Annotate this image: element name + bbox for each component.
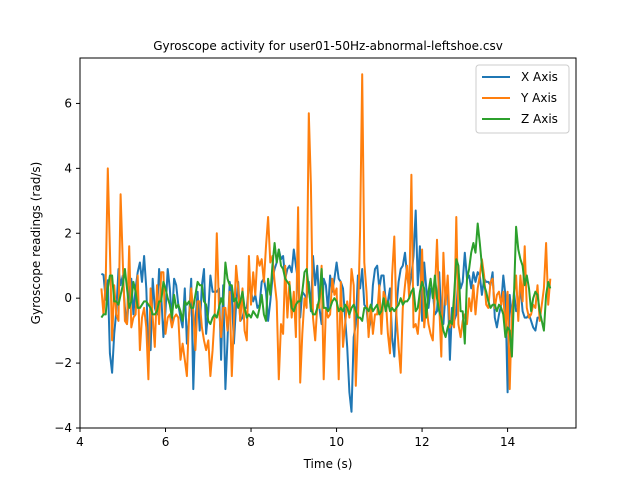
series-line-z-axis	[100, 222, 552, 358]
legend-label: X Axis	[521, 70, 558, 84]
legend-item-y-axis: Y Axis	[482, 91, 557, 105]
ticks-layer: 4 6 8 10 12 14 −4 −2 0 2 4 6	[54, 96, 515, 449]
legend-item-z-axis: Z Axis	[482, 112, 558, 126]
y-tick-label: −4	[54, 421, 72, 435]
x-tick-label: 12	[414, 435, 429, 449]
y-tick-label: 0	[64, 291, 72, 305]
x-tick-label: 14	[500, 435, 515, 449]
legend-label: Y Axis	[520, 91, 557, 105]
y-tick-label: 6	[64, 96, 72, 110]
plot-area-frame	[79, 57, 577, 429]
x-tick-label: 8	[247, 435, 255, 449]
x-tick-label: 4	[76, 435, 84, 449]
y-axis-label: Gyroscope readings (rad/s)	[29, 162, 43, 325]
legend: X Axis Y Axis Z Axis	[475, 64, 570, 134]
x-tick-label: 10	[329, 435, 344, 449]
series-line-x-axis	[100, 209, 540, 413]
x-tick-label: 6	[162, 435, 170, 449]
series-layer	[100, 73, 552, 413]
x-axis-label: Time (s)	[303, 457, 353, 471]
legend-box	[475, 64, 570, 134]
y-tick-label: −2	[54, 356, 72, 370]
y-tick-label: 2	[64, 226, 72, 240]
legend-label: Z Axis	[521, 112, 558, 126]
legend-item-x-axis: X Axis	[482, 70, 558, 84]
chart-title: Gyroscope activity for user01-50Hz-abnor…	[153, 39, 503, 53]
y-tick-label: 4	[64, 161, 72, 175]
